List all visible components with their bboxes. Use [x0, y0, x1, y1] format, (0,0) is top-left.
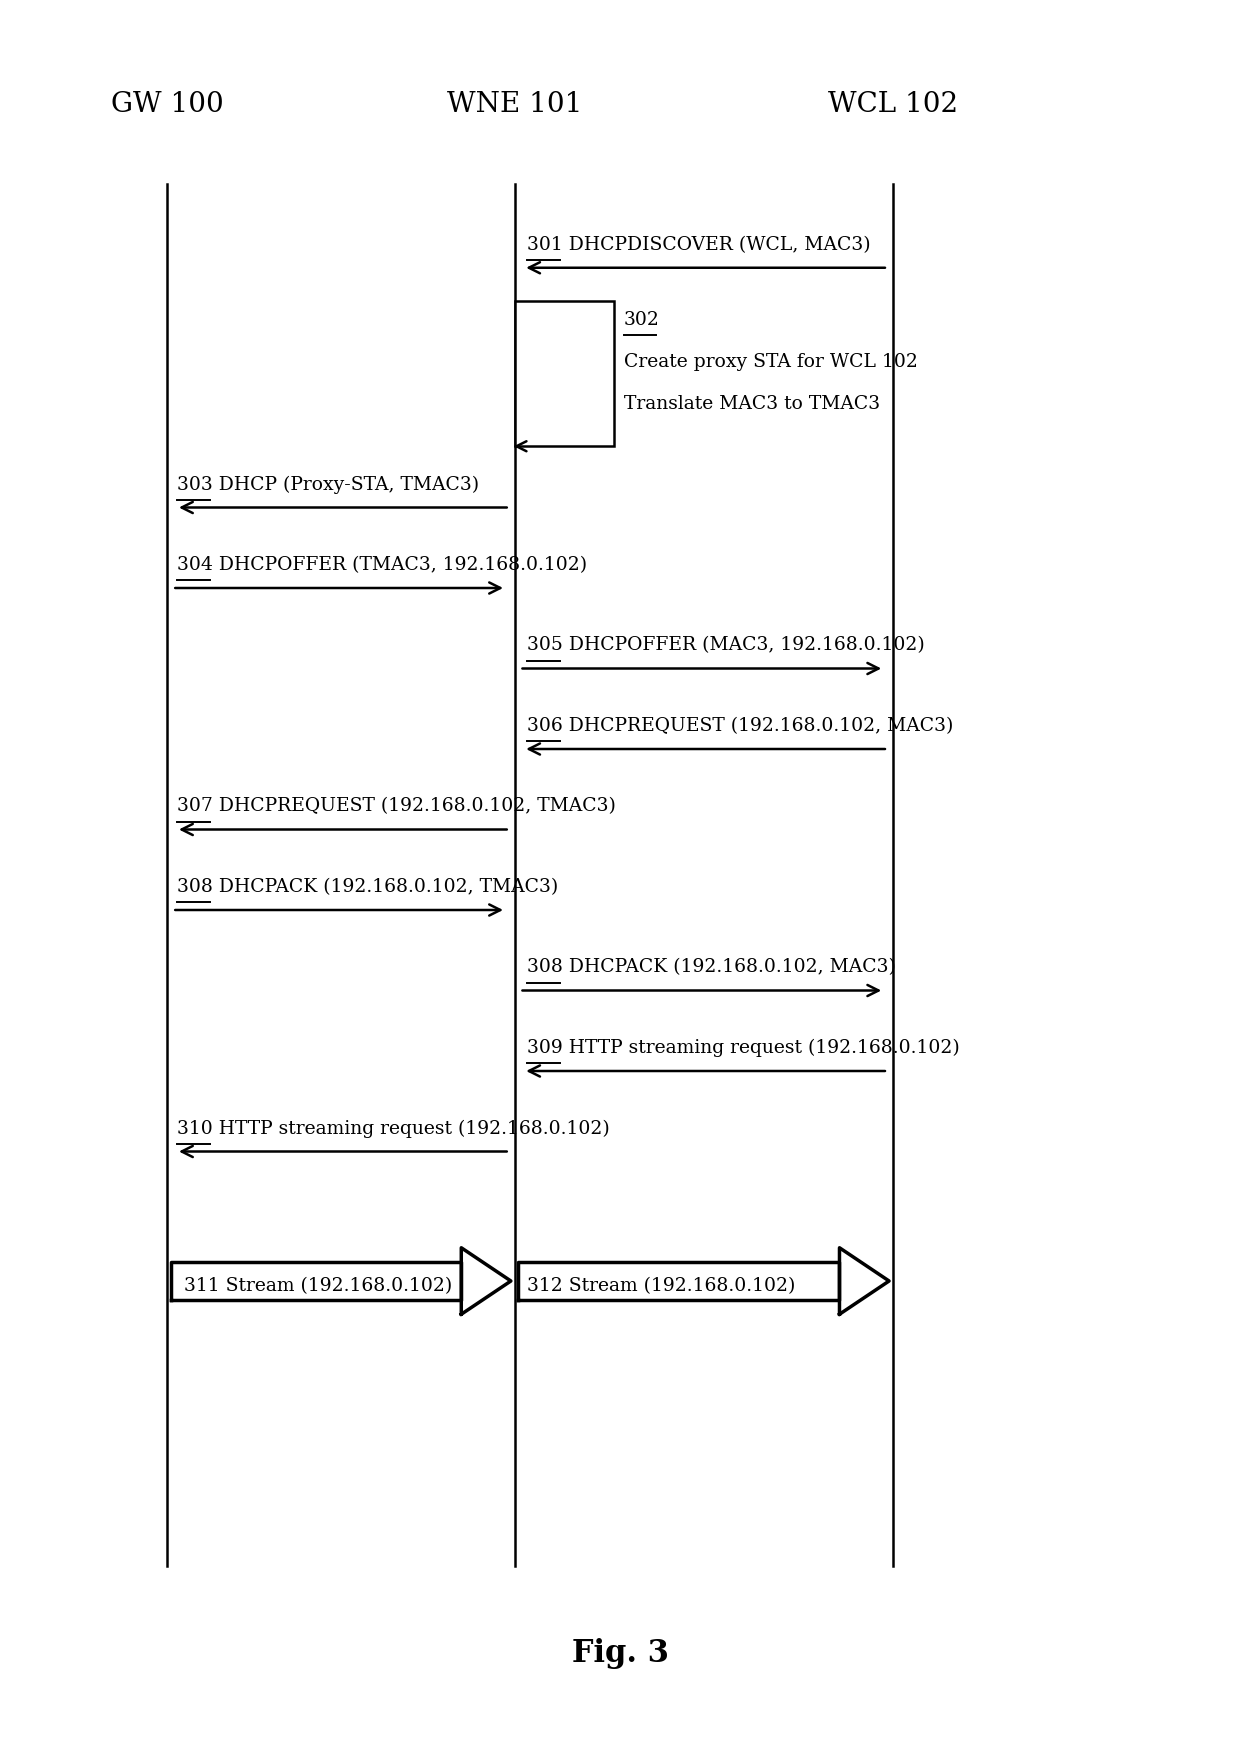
- Polygon shape: [461, 1248, 511, 1314]
- Polygon shape: [171, 1262, 461, 1300]
- Text: GW 100: GW 100: [112, 91, 223, 119]
- Text: 312 Stream (192.168.0.102): 312 Stream (192.168.0.102): [527, 1278, 795, 1295]
- Text: 305 DHCPOFFER (MAC3, 192.168.0.102): 305 DHCPOFFER (MAC3, 192.168.0.102): [527, 637, 925, 654]
- Text: Translate MAC3 to TMAC3: Translate MAC3 to TMAC3: [624, 396, 880, 413]
- Text: Fig. 3: Fig. 3: [572, 1638, 668, 1669]
- Bar: [515, 301, 614, 446]
- Text: 303 DHCP (Proxy-STA, TMAC3): 303 DHCP (Proxy-STA, TMAC3): [177, 476, 480, 494]
- Text: 309 HTTP streaming request (192.168.0.102): 309 HTTP streaming request (192.168.0.10…: [527, 1040, 960, 1057]
- Text: Create proxy STA for WCL 102: Create proxy STA for WCL 102: [624, 354, 918, 371]
- Text: WCL 102: WCL 102: [828, 91, 957, 119]
- Text: 311 Stream (192.168.0.102): 311 Stream (192.168.0.102): [184, 1278, 451, 1295]
- Text: 306 DHCPREQUEST (192.168.0.102, MAC3): 306 DHCPREQUEST (192.168.0.102, MAC3): [527, 718, 954, 735]
- Text: 301 DHCPDISCOVER (WCL, MAC3): 301 DHCPDISCOVER (WCL, MAC3): [527, 236, 870, 254]
- Text: WNE 101: WNE 101: [446, 91, 583, 119]
- Polygon shape: [518, 1262, 839, 1300]
- Text: 307 DHCPREQUEST (192.168.0.102, TMAC3): 307 DHCPREQUEST (192.168.0.102, TMAC3): [177, 798, 616, 816]
- Text: 304 DHCPOFFER (TMAC3, 192.168.0.102): 304 DHCPOFFER (TMAC3, 192.168.0.102): [177, 556, 588, 574]
- Text: 302: 302: [624, 312, 660, 329]
- Text: 310 HTTP streaming request (192.168.0.102): 310 HTTP streaming request (192.168.0.10…: [177, 1120, 610, 1138]
- Text: 308 DHCPACK (192.168.0.102, MAC3): 308 DHCPACK (192.168.0.102, MAC3): [527, 959, 895, 977]
- Polygon shape: [839, 1248, 889, 1314]
- Text: 308 DHCPACK (192.168.0.102, TMAC3): 308 DHCPACK (192.168.0.102, TMAC3): [177, 878, 558, 896]
